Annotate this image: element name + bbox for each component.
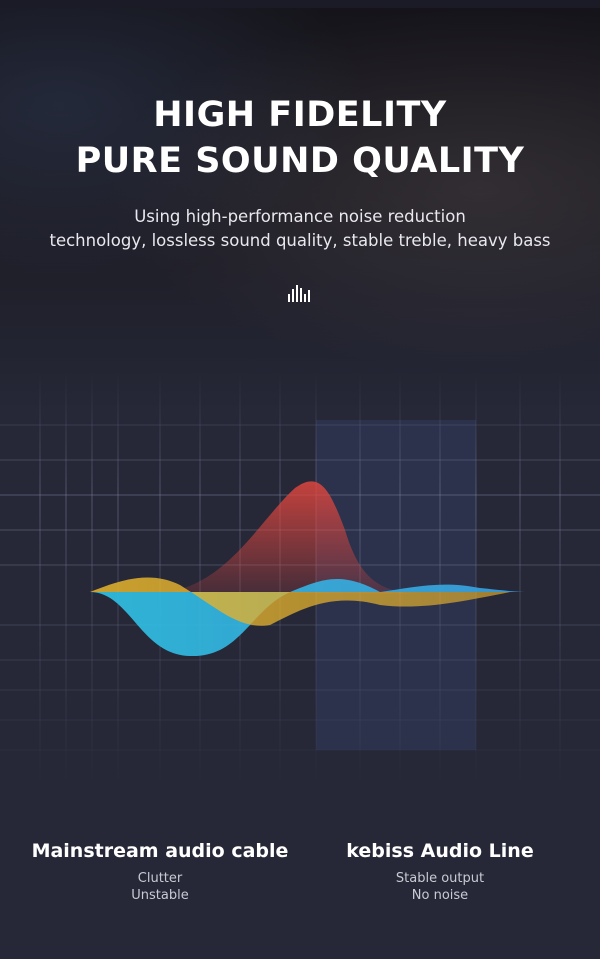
equalizer-bars-icon xyxy=(288,285,310,302)
comparison-line: Stable output xyxy=(395,871,485,886)
comparison-mainstream: Mainstream audio cable Clutter Unstable xyxy=(10,840,310,904)
title-line-2: PURE SOUND QUALITY xyxy=(75,141,525,181)
page-title: HIGH FIDELITY PURE SOUND QUALITY xyxy=(0,92,600,184)
comparison-line: Unstable xyxy=(131,888,189,903)
comparison-line: No noise xyxy=(411,888,469,903)
subtitle-line-1: Using high-performance noise reduction xyxy=(134,207,466,226)
title-line-1: HIGH FIDELITY xyxy=(153,95,447,135)
waveform-graphic xyxy=(0,370,600,790)
comparison-title: kebiss Audio Line xyxy=(346,840,534,862)
comparison-kebiss: kebiss Audio Line Stable output No noise xyxy=(290,840,590,904)
cyan-wave xyxy=(90,578,530,657)
red-wave xyxy=(170,481,420,594)
comparison-title: Mainstream audio cable xyxy=(31,840,289,862)
yellow-wave xyxy=(90,577,510,626)
subtitle: Using high-performance noise reduction t… xyxy=(0,205,600,253)
top-bar xyxy=(0,0,600,8)
comparison-line: Clutter xyxy=(137,871,183,886)
hero-background xyxy=(0,0,600,420)
subtitle-line-2: technology, lossless sound quality, stab… xyxy=(49,231,551,250)
